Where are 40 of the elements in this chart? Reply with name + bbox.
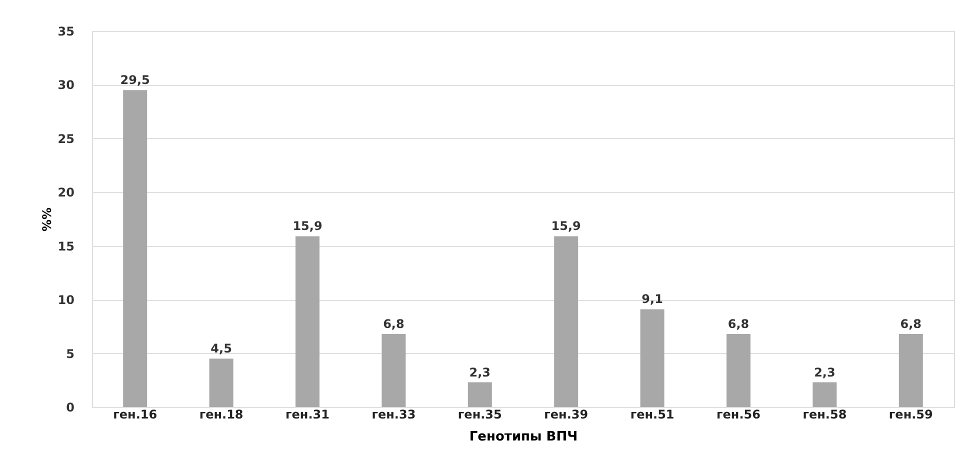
bar	[382, 334, 406, 407]
data-label: 9,1	[642, 292, 663, 306]
data-label: 29,5	[120, 73, 150, 88]
y-tick-label: 10	[58, 293, 74, 308]
data-label: 6,8	[383, 316, 404, 331]
bar	[209, 358, 234, 407]
x-tick-label: ген.16	[113, 408, 158, 422]
data-label: 6,8	[728, 316, 750, 331]
x-tick-label: ген.58	[802, 408, 847, 422]
x-tick-label: ген.39	[544, 408, 588, 422]
bar	[468, 382, 492, 407]
x-tick-label: ген.56	[716, 408, 760, 422]
y-tick-label: 20	[58, 186, 74, 200]
bar	[898, 334, 923, 407]
x-tick-label: ген.59	[888, 408, 933, 422]
data-label: 15,9	[551, 219, 581, 234]
x-tick-label: ген.31	[286, 408, 330, 422]
y-axis-title: %%	[40, 207, 54, 232]
x-tick-label: ген.18	[199, 408, 244, 422]
data-label: 2,3	[469, 365, 491, 380]
x-tick-label: ген.51	[630, 408, 674, 422]
data-label: 2,3	[814, 365, 836, 380]
y-tick-label: 25	[58, 132, 74, 146]
data-label: 15,9	[292, 219, 322, 234]
y-tick-label: 0	[66, 400, 74, 414]
bar	[123, 90, 148, 407]
bar	[554, 236, 578, 407]
y-tick-label: 5	[66, 346, 74, 361]
bar	[726, 334, 750, 407]
x-axis-title: Генотипы ВПЧ	[469, 430, 578, 444]
data-label: 6,8	[900, 316, 922, 331]
bar	[296, 236, 320, 407]
x-tick-label: ген.35	[458, 408, 502, 422]
y-tick-label: 15	[58, 239, 74, 254]
y-tick-label: 30	[58, 78, 74, 92]
x-tick-label: ген.33	[372, 408, 416, 422]
y-tick-label: 35	[58, 24, 74, 38]
bar	[640, 309, 664, 407]
bar	[812, 382, 837, 407]
data-label: 4,5	[210, 342, 232, 356]
